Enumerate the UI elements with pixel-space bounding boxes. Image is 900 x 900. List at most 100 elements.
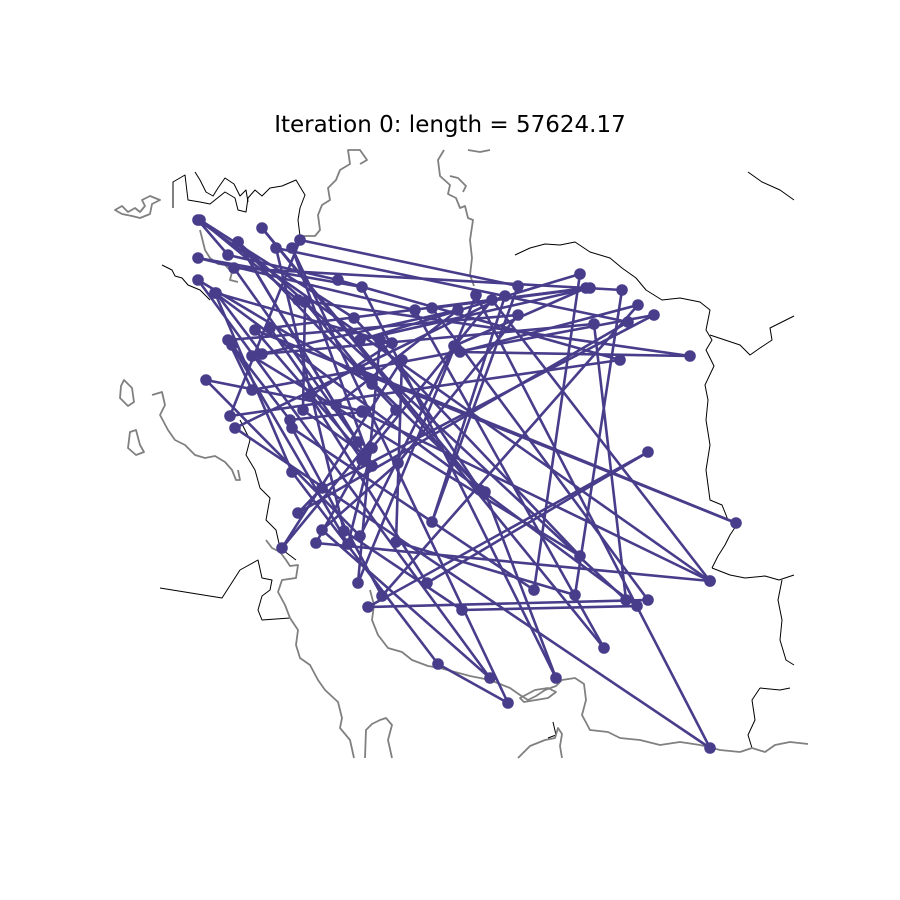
tour-edge bbox=[214, 291, 638, 608]
city-point bbox=[484, 672, 496, 684]
border-north-step bbox=[194, 171, 249, 203]
city-point bbox=[486, 294, 498, 306]
border-north-west bbox=[172, 174, 306, 237]
tour-edge bbox=[233, 266, 623, 292]
city-point bbox=[499, 290, 511, 302]
city-point bbox=[452, 304, 464, 316]
tour-edge bbox=[483, 491, 558, 679]
city-point bbox=[421, 577, 433, 589]
city-point bbox=[304, 390, 316, 402]
city-point bbox=[684, 350, 696, 362]
city-point bbox=[194, 214, 206, 226]
chart-title: Iteration 0: length = 57624.17 bbox=[274, 112, 626, 138]
border-north-east bbox=[747, 171, 795, 201]
city-point bbox=[292, 507, 304, 519]
tour-edge bbox=[275, 246, 629, 324]
coast-south-east bbox=[739, 741, 809, 753]
city-point bbox=[342, 538, 354, 550]
tour-edge bbox=[370, 299, 494, 449]
city-point bbox=[366, 378, 378, 390]
border-north-west-inner bbox=[161, 264, 211, 301]
tour-edge bbox=[592, 323, 628, 601]
tour-edge bbox=[196, 279, 492, 679]
tour-edge bbox=[359, 286, 591, 342]
tour-edge bbox=[261, 322, 595, 356]
city-point bbox=[574, 550, 586, 562]
border-south-far bbox=[747, 687, 791, 749]
tour-edge bbox=[232, 267, 360, 443]
city-point bbox=[396, 354, 408, 366]
city-point bbox=[366, 460, 378, 472]
city-point bbox=[310, 537, 322, 549]
city-point bbox=[222, 249, 234, 261]
tour-edge bbox=[573, 289, 624, 596]
tour-edge bbox=[437, 662, 509, 705]
city-point bbox=[192, 274, 204, 286]
city-point bbox=[386, 337, 398, 349]
city-point bbox=[232, 236, 244, 248]
tour-edge bbox=[337, 278, 621, 362]
city-point bbox=[409, 304, 421, 316]
coast-north-inlet bbox=[300, 149, 368, 237]
tour-edge bbox=[378, 339, 482, 491]
tour-points bbox=[192, 214, 742, 754]
city-point bbox=[620, 594, 632, 606]
city-point bbox=[292, 294, 304, 306]
tour-edge bbox=[230, 344, 350, 545]
tour-edge bbox=[230, 344, 292, 421]
city-point bbox=[264, 322, 276, 334]
tour-edge bbox=[197, 218, 711, 583]
coast-north-right bbox=[467, 149, 491, 153]
coast-north-peninsula bbox=[437, 149, 475, 287]
tour-edge bbox=[260, 227, 606, 649]
city-point bbox=[284, 414, 296, 426]
city-point bbox=[569, 589, 581, 601]
city-point bbox=[502, 697, 514, 709]
city-point bbox=[390, 536, 402, 548]
city-point bbox=[352, 577, 364, 589]
tour-edge bbox=[532, 273, 582, 591]
city-point bbox=[348, 312, 360, 324]
city-point bbox=[229, 422, 241, 434]
city-point bbox=[642, 594, 654, 606]
city-point bbox=[550, 672, 562, 684]
city-point bbox=[210, 287, 222, 299]
tour-edge bbox=[430, 307, 650, 601]
tour-edge bbox=[490, 299, 712, 582]
city-point bbox=[574, 268, 586, 280]
city-point bbox=[614, 354, 626, 366]
tour-lines bbox=[196, 218, 737, 750]
city-point bbox=[426, 516, 438, 528]
tour-edge bbox=[289, 410, 363, 422]
tour-edge bbox=[461, 604, 638, 612]
city-point bbox=[354, 530, 366, 542]
tour-edge bbox=[291, 426, 535, 592]
city-point bbox=[622, 316, 634, 328]
city-point bbox=[276, 542, 288, 554]
border-south-east bbox=[711, 567, 795, 581]
city-point bbox=[356, 406, 368, 418]
city-point bbox=[390, 404, 402, 416]
tour-edge bbox=[236, 241, 367, 456]
city-point bbox=[297, 404, 309, 416]
city-point bbox=[512, 309, 524, 321]
city-point bbox=[270, 242, 282, 254]
tour-edge bbox=[229, 358, 621, 418]
city-point bbox=[228, 262, 240, 274]
coast-south-peninsula bbox=[364, 717, 393, 759]
city-point bbox=[366, 442, 378, 454]
city-point bbox=[286, 466, 298, 478]
border-west-lower bbox=[159, 559, 291, 621]
coast-south-sea bbox=[265, 539, 355, 759]
city-point bbox=[374, 334, 386, 346]
city-point bbox=[338, 525, 350, 537]
city-point bbox=[352, 436, 364, 448]
city-point bbox=[470, 289, 482, 301]
coast-west-isle-2 bbox=[127, 429, 145, 456]
coast-west-arc bbox=[151, 391, 241, 481]
city-point bbox=[512, 280, 524, 292]
city-point bbox=[246, 384, 258, 396]
city-point bbox=[249, 324, 261, 336]
city-point bbox=[704, 575, 716, 587]
border-east-tail bbox=[709, 315, 795, 356]
